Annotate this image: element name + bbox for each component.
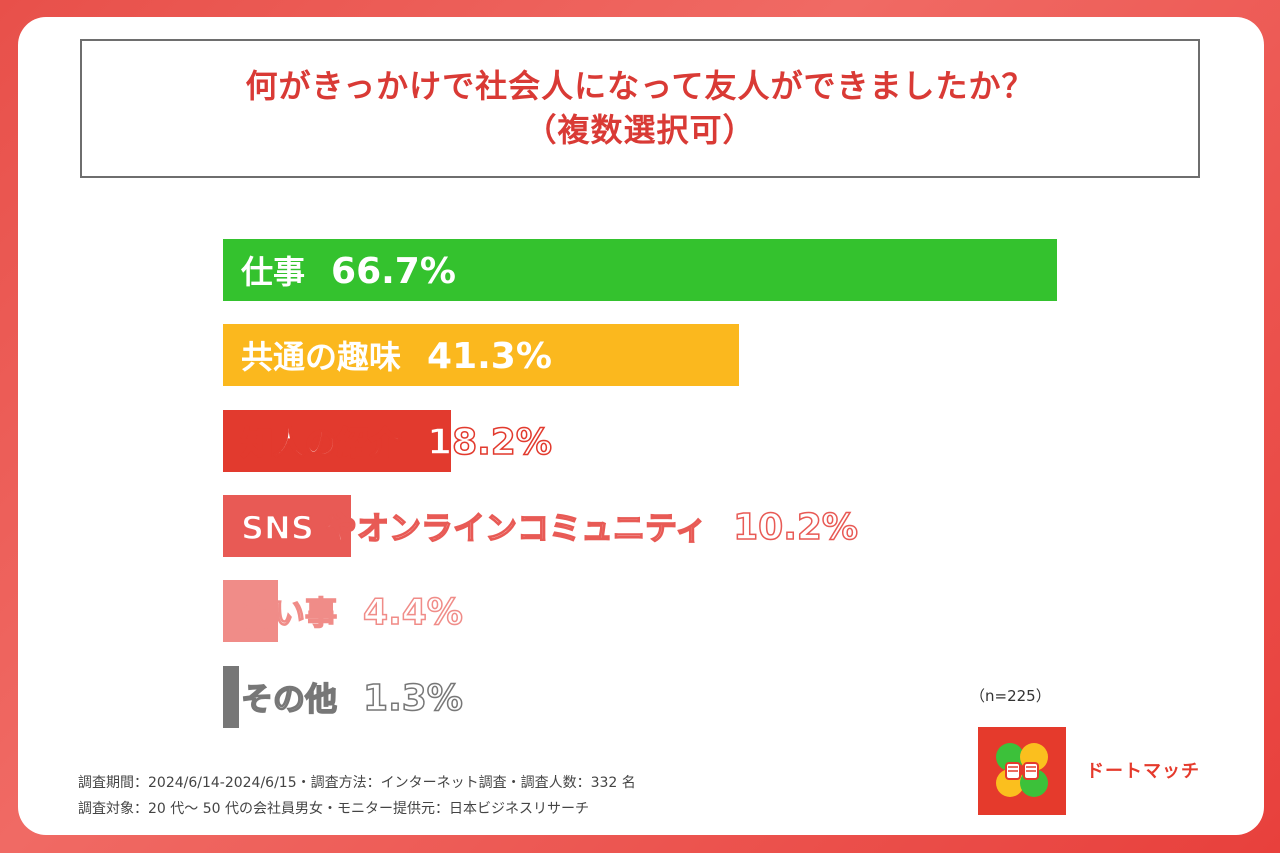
brand-logo-text: ドートマッチ (1086, 761, 1200, 782)
bar-row: 仕事 66.7% (223, 239, 1123, 301)
category-label: 仕事 (241, 253, 306, 291)
category-label: 共通の趣味 (241, 338, 402, 377)
clover-handshake-icon (978, 727, 1066, 815)
value-label: 4.4% (362, 591, 463, 634)
category-label: その他 (240, 679, 338, 719)
title-box: 何がきっかけで社会人になって友人ができましたか？ （複数選択可） (80, 39, 1200, 178)
value-label: 66.7% (331, 251, 456, 292)
bar-label: 知人の紹介 18.2% (240, 418, 552, 464)
category-label: 知人の紹介 (240, 423, 402, 463)
bar-row: その他 1.3% (223, 665, 1123, 728)
value-label: 10.2% (732, 506, 859, 549)
bar (223, 580, 279, 643)
bar (223, 324, 740, 387)
survey-target-note: 調査対象：20 代～ 50 代の会社員男女・モニター提供元：日本ビジネスリサーチ (78, 801, 589, 817)
category-label: 習い事 (240, 593, 338, 633)
bar-row: 共通の趣味 41.3% (223, 324, 1123, 387)
survey-period-note: 調査期間：2024/6/14-2024/6/15・調査方法：インターネット調査・… (78, 775, 636, 791)
category-label: SNS やオンラインコミュニティ (240, 508, 708, 548)
value-label: 41.3% (427, 336, 552, 378)
bar (223, 409, 451, 472)
sample-size: （n=225） (970, 687, 1051, 705)
bar-label: 習い事 4.4% (240, 588, 463, 634)
bar-label: 共通の趣味 41.3% (241, 332, 552, 378)
bar-row: SNS やオンラインコミュニティ 10.2% (223, 494, 1123, 557)
chart-card: 何がきっかけで社会人になって友人ができましたか？ （複数選択可） 仕事 66.7%… (18, 17, 1264, 835)
bar-label: その他 1.3% (240, 674, 463, 720)
bar (223, 665, 240, 728)
bar-label: 仕事 66.7% (241, 247, 456, 293)
bar (223, 239, 1057, 301)
value-label: 1.3% (362, 677, 463, 720)
bar (223, 494, 351, 557)
chart-subtitle: （複数選択可） (524, 110, 756, 149)
bar-label: SNS やオンラインコミュニティ 10.2% (240, 503, 859, 549)
value-label: 18.2% (426, 421, 552, 464)
chart-title: 何がきっかけで社会人になって友人ができましたか？ (245, 67, 1035, 106)
bar-row: 習い事 4.4% (223, 580, 1123, 643)
bar-row: 知人の紹介 18.2% (223, 409, 1123, 472)
